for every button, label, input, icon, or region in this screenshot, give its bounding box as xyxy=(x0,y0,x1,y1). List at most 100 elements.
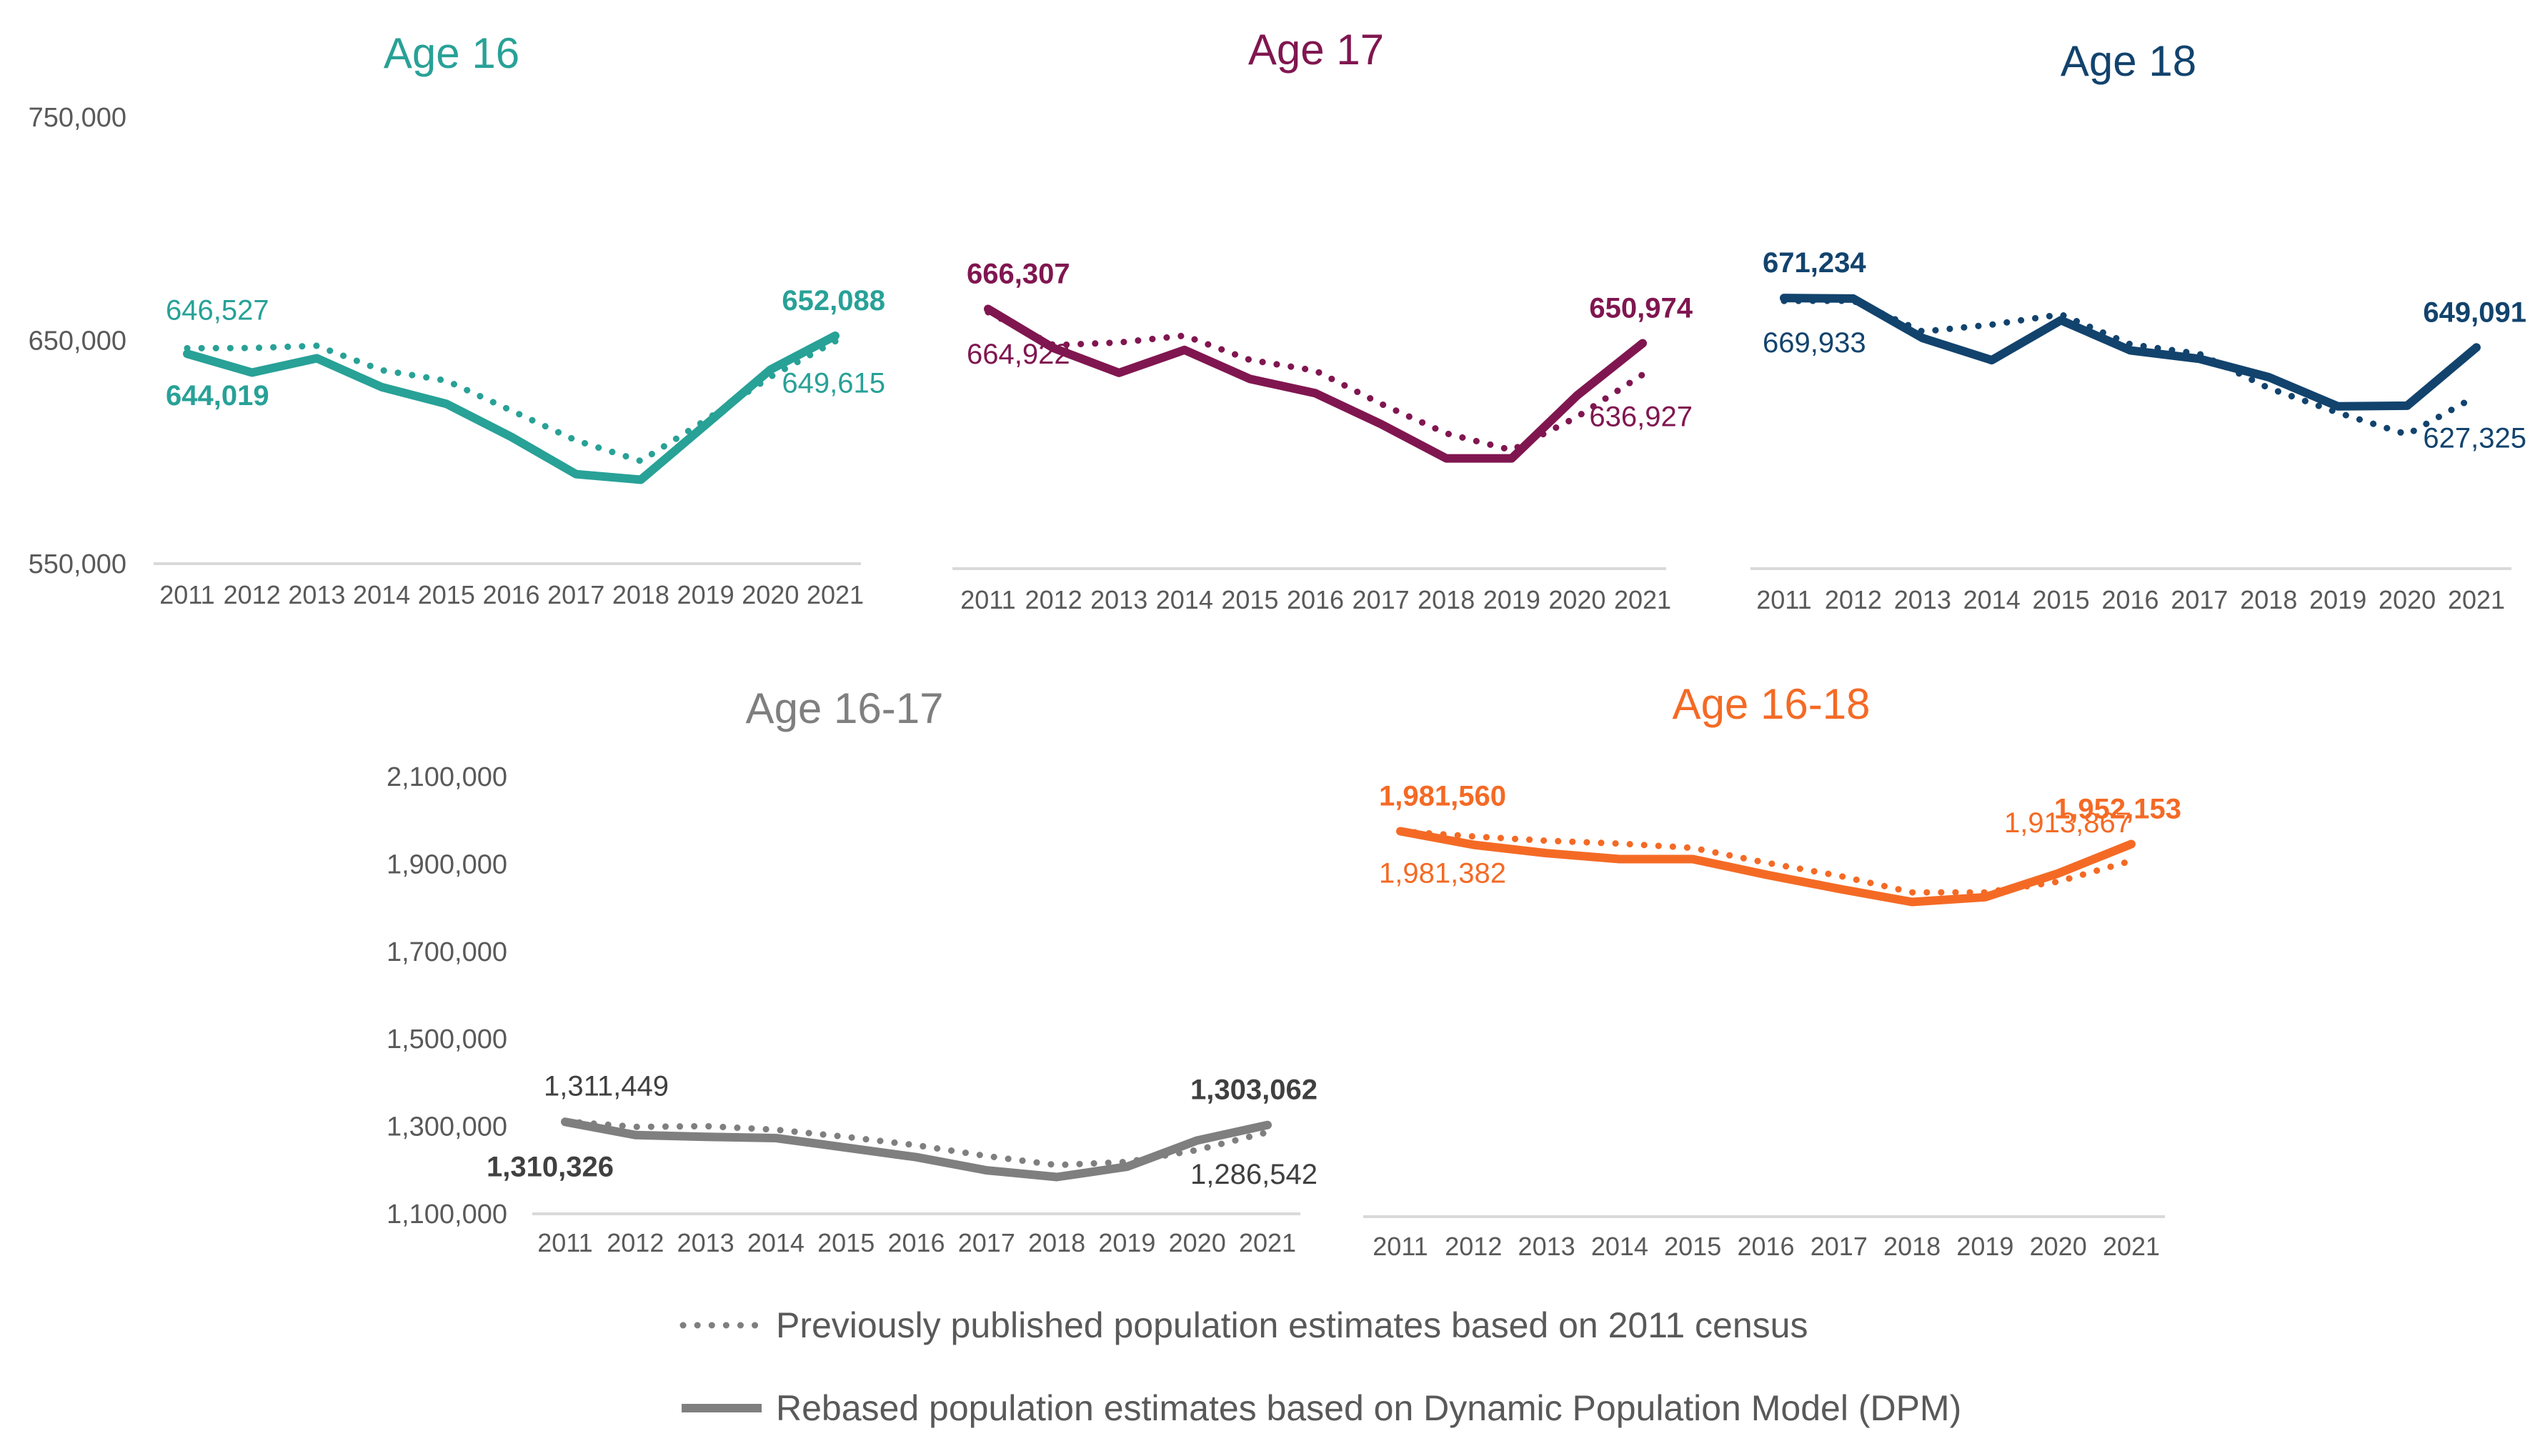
point-rebased-2019 xyxy=(1126,1166,1127,1167)
point-previous-2016 xyxy=(916,1145,917,1146)
x-tick-label: 2011 xyxy=(537,1228,592,1257)
data-label: 669,933 xyxy=(1763,327,1866,359)
x-tick-label: 2019 xyxy=(1483,585,1540,614)
point-previous-2021 xyxy=(2476,395,2477,397)
x-tick-label: 2020 xyxy=(2379,585,2436,614)
x-tick-label: 2018 xyxy=(612,580,669,609)
x-tick-label: 2012 xyxy=(607,1228,664,1257)
x-tick-label: 2015 xyxy=(1664,1232,1721,1261)
x-tick-label: 2019 xyxy=(2309,585,2366,614)
legend-item-previous: Previously published population estimate… xyxy=(679,1305,1808,1346)
data-label: 646,527 xyxy=(166,294,269,326)
x-tick-label: 2021 xyxy=(807,580,864,609)
legend-label-previous: Previously published population estimate… xyxy=(776,1305,1808,1345)
point-rebased-2014 xyxy=(1991,359,1993,361)
point-previous-2017 xyxy=(1838,875,1840,877)
point-rebased-2020 xyxy=(2058,872,2059,874)
point-rebased-2020 xyxy=(1197,1140,1198,1141)
x-tick-label: 2013 xyxy=(1894,585,1951,614)
y-tick-label: 1,700,000 xyxy=(387,937,507,967)
x-tick-label: 2013 xyxy=(677,1228,734,1257)
point-rebased-2019 xyxy=(705,424,707,426)
point-previous-2014 xyxy=(775,1129,777,1130)
point-previous-2020 xyxy=(1197,1150,1198,1151)
data-label: 1,913,867 xyxy=(2004,807,2131,839)
data-label: 1,286,542 xyxy=(1190,1159,1318,1190)
point-rebased-2021 xyxy=(2476,346,2477,348)
chart-title: Age 16 xyxy=(384,29,519,77)
x-tick-label: 2018 xyxy=(2240,585,2297,614)
x-tick-label: 2021 xyxy=(2448,585,2505,614)
x-tick-label: 2013 xyxy=(1518,1232,1575,1261)
point-rebased-2011 xyxy=(1400,830,1401,832)
point-previous-2014 xyxy=(1619,843,1620,844)
point-rebased-2015 xyxy=(446,403,447,404)
x-tick-label: 2015 xyxy=(1221,585,1278,614)
data-label: 627,325 xyxy=(2423,422,2526,454)
series-line-previous xyxy=(1781,297,2480,438)
point-rebased-2015 xyxy=(1692,859,1693,860)
series-line-rebased xyxy=(984,304,1647,463)
point-rebased-2018 xyxy=(1056,1176,1057,1177)
point-rebased-2019 xyxy=(1984,897,1986,898)
data-label: 1,981,382 xyxy=(1379,858,1506,889)
x-tick-label: 2017 xyxy=(1811,1232,1868,1261)
data-label: 671,234 xyxy=(1763,247,1866,279)
data-label: 652,088 xyxy=(782,285,885,316)
point-rebased-2013 xyxy=(1118,372,1120,374)
chart-age-18: Age 18 2011 2012 2013 2014 2015 2016 2017 2018 20… xyxy=(1750,37,2526,614)
point-rebased-2016 xyxy=(916,1157,917,1158)
x-tick-label: 2018 xyxy=(1028,1228,1085,1257)
data-label: 636,927 xyxy=(1589,401,1693,432)
point-previous-2012 xyxy=(251,347,253,349)
point-previous-2021 xyxy=(2131,860,2132,862)
point-rebased-2020 xyxy=(770,369,771,370)
y-tick-label: 550,000 xyxy=(29,549,126,579)
point-rebased-2011 xyxy=(1783,297,1785,299)
point-previous-2020 xyxy=(2406,434,2408,435)
point-rebased-2015 xyxy=(845,1147,847,1148)
x-tick-label: 2011 xyxy=(159,580,214,609)
data-label: 649,615 xyxy=(782,368,885,399)
x-tick-label: 2016 xyxy=(2101,585,2158,614)
x-tick-label: 2012 xyxy=(224,580,281,609)
x-tick-label: 2018 xyxy=(1418,585,1475,614)
point-rebased-2014 xyxy=(1184,349,1185,351)
x-tick-label: 2011 xyxy=(960,585,1015,614)
point-previous-2018 xyxy=(2268,387,2269,389)
x-tick-label: 2021 xyxy=(1239,1228,1296,1257)
point-rebased-2021 xyxy=(2131,843,2132,844)
point-rebased-2021 xyxy=(835,335,836,336)
point-previous-2015 xyxy=(446,380,447,382)
x-tick-label: 2017 xyxy=(547,580,604,609)
point-previous-2013 xyxy=(316,345,317,346)
series-line-rebased xyxy=(1780,294,2481,411)
y-tick-label: 1,900,000 xyxy=(387,849,507,879)
point-rebased-2020 xyxy=(1576,395,1578,397)
x-tick-label: 2017 xyxy=(2171,585,2228,614)
point-previous-2015 xyxy=(1249,359,1250,361)
point-rebased-2014 xyxy=(1619,859,1620,860)
point-rebased-2017 xyxy=(1838,888,1840,889)
point-previous-2019 xyxy=(2337,412,2339,414)
point-previous-2013 xyxy=(705,1125,707,1127)
legend-item-rebased: Rebased population estimates based on Dy… xyxy=(679,1387,1961,1429)
x-tick-label: 2017 xyxy=(1353,585,1410,614)
point-rebased-2012 xyxy=(251,372,253,374)
point-rebased-2013 xyxy=(1922,337,1923,339)
series-line-rebased xyxy=(1396,827,2136,907)
point-previous-2017 xyxy=(986,1155,987,1157)
y-tick-label: 650,000 xyxy=(29,326,126,356)
point-rebased-2015 xyxy=(1249,378,1250,379)
point-rebased-2017 xyxy=(986,1170,987,1171)
x-tick-label: 2019 xyxy=(1956,1232,2013,1261)
series-line-rebased xyxy=(561,1117,1272,1182)
point-previous-2014 xyxy=(381,369,382,371)
data-label: 1,311,449 xyxy=(544,1071,669,1102)
x-tick-label: 2020 xyxy=(1548,585,1605,614)
x-tick-label: 2012 xyxy=(1825,585,1882,614)
data-label: 649,091 xyxy=(2423,296,2526,328)
point-rebased-2018 xyxy=(640,479,642,481)
x-tick-label: 2018 xyxy=(1883,1232,1941,1261)
